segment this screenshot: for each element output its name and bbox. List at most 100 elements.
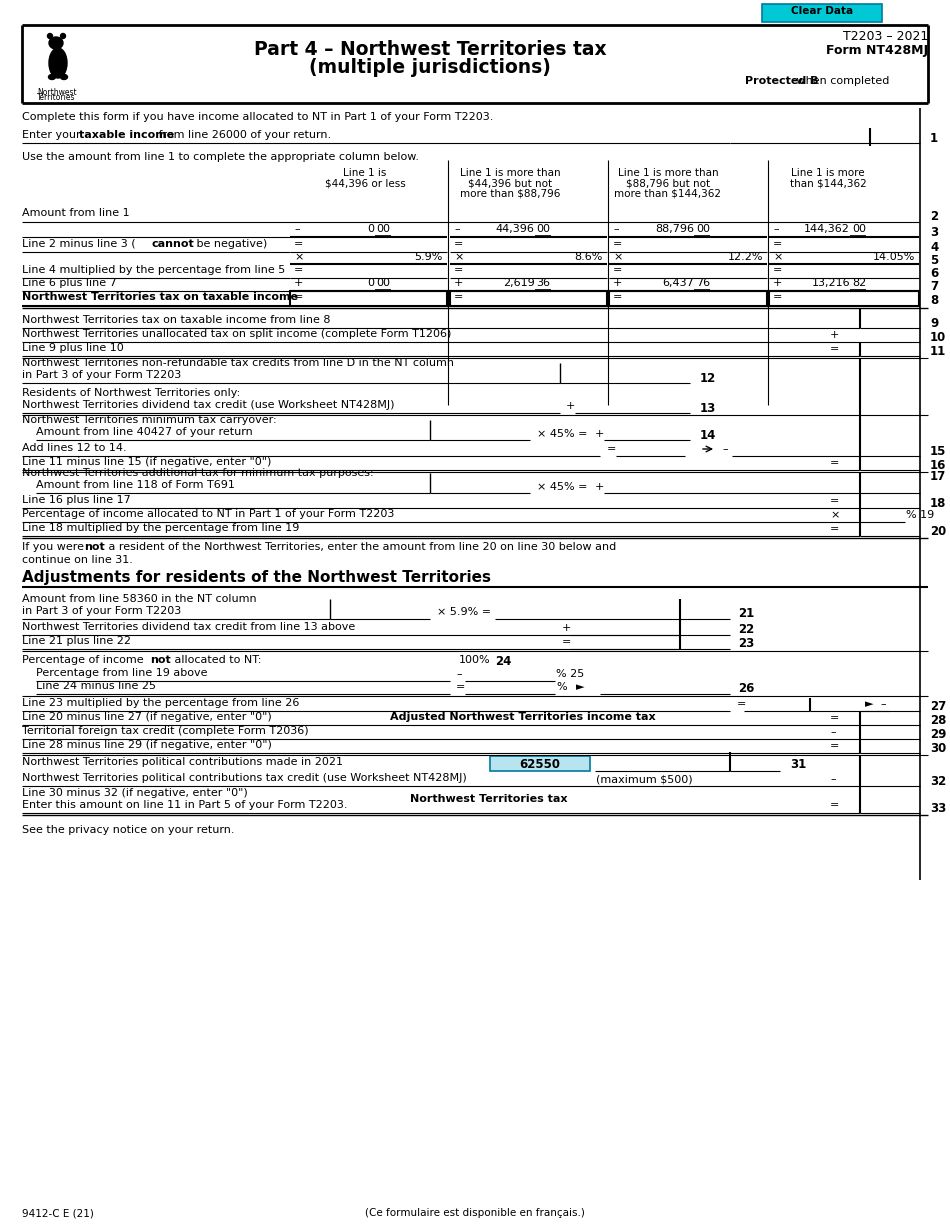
Text: 22: 22 [738,624,754,636]
Text: –: – [773,224,779,234]
Text: =: = [830,344,840,354]
Text: =: = [454,264,464,276]
Text: Percentage of income: Percentage of income [22,656,147,665]
Text: =: = [454,292,464,303]
Text: Line 11 minus line 15 (if negative, enter "0"): Line 11 minus line 15 (if negative, ente… [22,458,272,467]
Text: =: = [294,239,303,248]
Text: =: = [830,458,840,467]
Text: +: + [454,278,464,288]
Text: +: + [566,401,576,411]
Text: 8.6%: 8.6% [575,252,603,262]
Text: If you were: If you were [22,542,87,552]
Text: 23: 23 [738,637,754,649]
Text: Northwest Territories tax on taxable income: Northwest Territories tax on taxable inc… [22,292,298,303]
Text: Line 1 is more: Line 1 is more [791,169,864,178]
Text: Northwest Territories dividend tax credit (use Worksheet NT428MJ): Northwest Territories dividend tax credi… [22,400,394,410]
Text: 144,362: 144,362 [804,224,850,234]
Text: Line 9 plus line 10: Line 9 plus line 10 [22,343,124,353]
Text: $44,396 or less: $44,396 or less [325,178,406,188]
Text: =: = [294,264,303,276]
Text: Northwest Territories political contributions tax credit (use Worksheet NT428MJ): Northwest Territories political contribu… [22,772,466,784]
Text: % 25: % 25 [556,669,584,679]
Text: =: = [562,637,571,647]
Text: –: – [830,727,836,737]
Text: +: + [773,278,783,288]
Text: ►: ► [576,681,584,692]
Text: 12.2%: 12.2% [728,252,763,262]
Text: Line 21 plus line 22: Line 21 plus line 22 [22,636,131,646]
Ellipse shape [49,48,67,77]
Text: =: = [607,444,617,454]
Text: ►: ► [865,699,873,708]
Text: 00: 00 [696,224,710,234]
Text: =: = [456,681,466,692]
Text: % 19: % 19 [906,510,934,520]
Bar [769,292,919,306]
Text: =: = [613,239,622,248]
Text: a resident of the Northwest Territories, enter the amount from line 20 on line 3: a resident of the Northwest Territories,… [105,542,617,552]
Bar [290,292,447,306]
Ellipse shape [61,75,67,80]
Text: Northwest Territories tax on taxable income from line 8: Northwest Territories tax on taxable inc… [22,315,331,325]
Text: –: – [830,774,836,784]
Text: %: % [556,681,566,692]
Text: Line 4 multiplied by the percentage from line 5: Line 4 multiplied by the percentage from… [22,264,285,276]
Text: 24: 24 [495,656,511,668]
Text: ×: × [830,510,840,520]
Text: Part 4 – Northwest Territories tax: Part 4 – Northwest Territories tax [254,41,606,59]
Text: Adjusted Northwest Territories income tax: Adjusted Northwest Territories income ta… [390,712,656,722]
Text: 76: 76 [696,278,710,288]
Text: 1: 1 [930,132,938,145]
Text: 0: 0 [368,278,374,288]
Text: =: = [613,264,622,276]
Text: 00: 00 [537,224,550,234]
Text: 6: 6 [930,267,939,280]
Text: Use the amount from line 1 to complete the appropriate column below.: Use the amount from line 1 to complete t… [22,153,419,162]
Text: Form NT428MJ: Form NT428MJ [826,44,928,57]
Text: 13,216: 13,216 [811,278,850,288]
Text: in Part 3 of your Form T2203: in Part 3 of your Form T2203 [22,606,181,616]
Text: 13: 13 [700,402,716,415]
Text: 31: 31 [790,758,807,771]
Text: =: = [830,713,840,723]
Text: Line 6 plus line 7: Line 6 plus line 7 [22,278,117,288]
Text: Protected B: Protected B [745,76,819,86]
Text: –: – [722,444,728,454]
Bar [490,756,590,771]
Text: × 45% =: × 45% = [537,482,587,492]
Text: cannot: cannot [152,239,195,248]
Text: 44,396: 44,396 [496,224,535,234]
Text: 7: 7 [930,280,938,293]
Text: T2203 – 2021: T2203 – 2021 [843,30,928,43]
Text: Percentage from line 19 above: Percentage from line 19 above [36,668,207,678]
Text: =: = [773,292,783,303]
Text: =: = [737,699,747,708]
Text: 27: 27 [930,700,946,713]
Text: See the privacy notice on your return.: See the privacy notice on your return. [22,825,235,835]
Text: Line 1 is more than: Line 1 is more than [618,169,718,178]
Text: Line 30 minus 32 (if negative, enter "0"): Line 30 minus 32 (if negative, enter "0"… [22,788,248,798]
Text: ×: × [294,252,303,262]
Text: ×: × [773,252,783,262]
Text: 8: 8 [930,294,939,308]
Text: 12: 12 [700,371,716,385]
Text: Enter this amount on line 11 in Part 5 of your Form T2203.: Enter this amount on line 11 in Part 5 o… [22,800,348,811]
Bar [609,292,767,306]
Text: Line 2 minus line 3 (: Line 2 minus line 3 ( [22,239,136,248]
Text: 2,619: 2,619 [503,278,535,288]
Text: +: + [830,330,840,339]
Text: 33: 33 [930,802,946,815]
Text: +: + [613,278,622,288]
Text: 18: 18 [930,497,946,510]
Text: 20: 20 [930,525,946,538]
Text: 15: 15 [930,445,946,458]
Text: $44,396 but not: $44,396 but not [468,178,552,188]
Text: 9: 9 [930,317,939,330]
Ellipse shape [48,75,55,80]
Text: Territories: Territories [37,93,75,102]
Text: Amount from line 1: Amount from line 1 [22,208,129,218]
Text: 00: 00 [376,278,390,288]
Text: –: – [880,699,885,708]
Text: 4: 4 [930,241,939,255]
Text: 32: 32 [930,775,946,788]
